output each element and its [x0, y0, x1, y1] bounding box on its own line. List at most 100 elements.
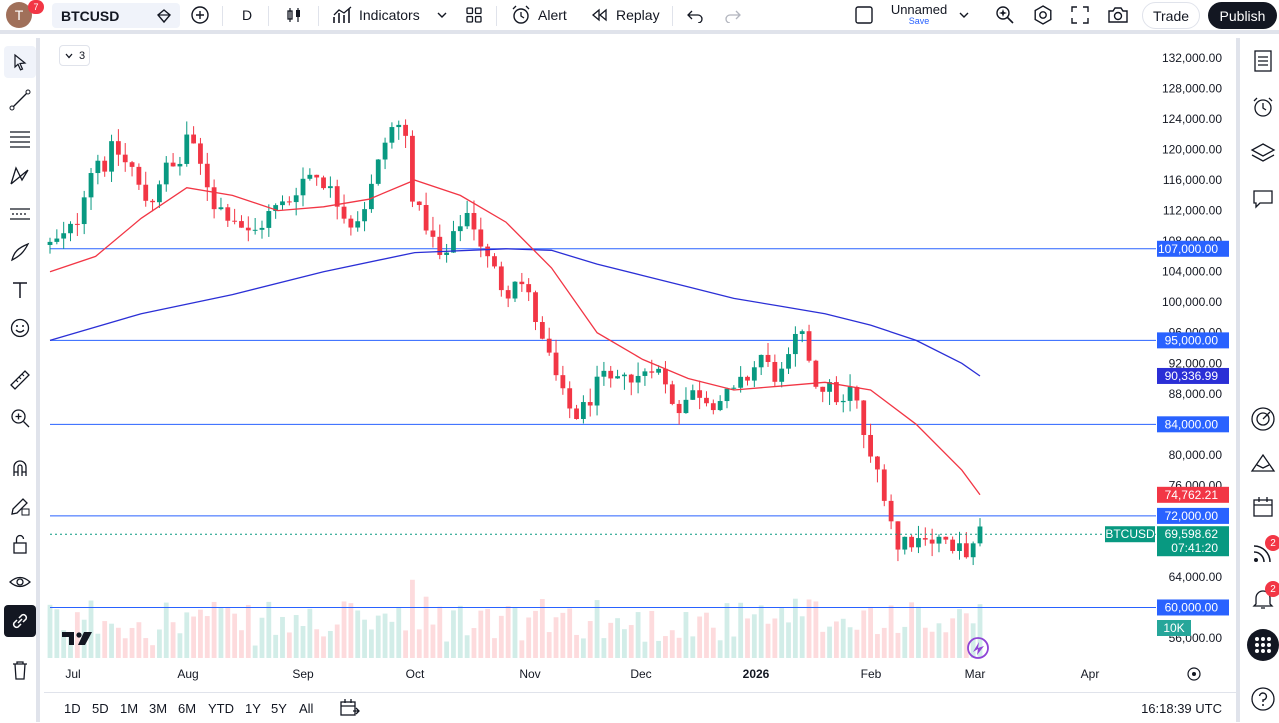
- layout-checkbox[interactable]: [854, 0, 874, 30]
- candle-body: [779, 368, 785, 382]
- volume-bar: [738, 602, 744, 658]
- volume-bar: [895, 632, 901, 658]
- indicators-button[interactable]: Indicators: [332, 0, 420, 30]
- layout-dropdown[interactable]: [958, 0, 970, 30]
- link-tool[interactable]: [4, 605, 36, 637]
- fullscreen-button[interactable]: [1070, 0, 1090, 30]
- brush-tool[interactable]: [4, 236, 36, 268]
- emoji-tool[interactable]: [4, 312, 36, 344]
- measure-tool[interactable]: [4, 364, 36, 396]
- calendar-button[interactable]: [1246, 490, 1279, 524]
- streams-button[interactable]: [1246, 536, 1279, 570]
- candle-body: [68, 223, 73, 234]
- publish-button[interactable]: Publish: [1208, 2, 1277, 29]
- symbol-search-button[interactable]: BTCUSD: [52, 3, 180, 28]
- volume-bar: [977, 604, 983, 658]
- range-button-1y[interactable]: 1Y: [245, 701, 261, 716]
- alerts-panel-button[interactable]: [1246, 90, 1279, 124]
- time-tick-label: Dec: [630, 667, 651, 681]
- watchlist-button[interactable]: [1246, 44, 1279, 78]
- trend-line-tool[interactable]: [4, 84, 36, 116]
- alert-button[interactable]: Alert: [510, 0, 567, 30]
- level-95-label-bg: [1157, 332, 1229, 349]
- object-tree-button[interactable]: [1246, 136, 1279, 170]
- square-icon: [855, 6, 873, 24]
- range-button-5d[interactable]: 5D: [92, 701, 109, 716]
- go-to-date-button[interactable]: [338, 693, 360, 723]
- forecast-tool[interactable]: [4, 198, 36, 230]
- help-button[interactable]: [1246, 682, 1279, 716]
- range-button-all[interactable]: All: [299, 701, 314, 716]
- range-button-1d[interactable]: 1D: [64, 701, 81, 716]
- user-avatar[interactable]: T: [6, 2, 32, 28]
- target-button[interactable]: [1246, 402, 1279, 436]
- ai-spark-icon[interactable]: [967, 637, 989, 659]
- volume-bar: [170, 622, 176, 658]
- time-axis-bg[interactable]: [44, 660, 1236, 690]
- range-button-5y[interactable]: 5Y: [271, 701, 287, 716]
- candle-body: [690, 390, 696, 400]
- text-tool[interactable]: [4, 274, 36, 306]
- cursor-tool[interactable]: [4, 46, 36, 78]
- candle-body: [738, 376, 744, 388]
- settings-button[interactable]: [1032, 0, 1054, 30]
- volume-bar: [622, 629, 627, 658]
- divider: [268, 6, 269, 26]
- price-chart[interactable]: 132,000.00 128,000.00 124,000.00 120,000.00…: [44, 38, 1236, 690]
- bottom-toolbar: 1D 5D 1M 3M 6M YTD 1Y 5Y All 16:18:39 UTC: [44, 692, 1236, 722]
- trade-button[interactable]: Trade: [1142, 2, 1200, 29]
- layouts-button[interactable]: [464, 0, 484, 30]
- lock-drawings-tool[interactable]: [4, 528, 36, 560]
- utc-clock[interactable]: 16:18:39 UTC: [1141, 701, 1222, 716]
- volume-bar: [888, 605, 894, 658]
- layout-save-label: Save: [908, 16, 930, 26]
- magnet-tool[interactable]: [4, 452, 36, 484]
- replay-button[interactable]: Replay: [590, 0, 660, 30]
- interval-button[interactable]: D: [242, 7, 253, 23]
- tradingview-logo-icon[interactable]: [62, 630, 96, 646]
- stay-in-drawing-tool[interactable]: [4, 490, 36, 522]
- time-axis[interactable]: Jul Aug Sep Oct Nov Dec 2026 Feb Mar Apr: [44, 660, 1236, 690]
- remove-drawings-tool[interactable]: [4, 654, 36, 686]
- chart-type-button[interactable]: [284, 0, 304, 30]
- undo-button[interactable]: [686, 0, 704, 30]
- candle-body: [293, 195, 299, 203]
- volume-bar: [321, 636, 326, 658]
- compare-symbol-button[interactable]: [190, 0, 210, 30]
- price-tick-label: 128,000.00: [1162, 82, 1222, 96]
- volume-bar: [567, 608, 573, 658]
- snapshot-button[interactable]: [1106, 0, 1130, 30]
- candle-body: [977, 526, 983, 544]
- redo-button[interactable]: [724, 0, 742, 30]
- candle-body: [396, 124, 402, 128]
- ruler-lines-icon: [10, 208, 30, 220]
- volume-bar: [710, 627, 716, 658]
- zoom-tool[interactable]: [4, 402, 36, 434]
- volume-bar: [656, 640, 662, 658]
- pattern-tool[interactable]: [4, 160, 36, 192]
- volume-bar: [970, 623, 976, 658]
- candle-body: [963, 543, 969, 558]
- time-tick-label: Nov: [519, 667, 540, 681]
- volume-bar: [963, 613, 969, 658]
- chat-button[interactable]: [1246, 182, 1279, 216]
- quick-search-button[interactable]: [994, 0, 1016, 30]
- range-button-3m[interactable]: 3M: [149, 701, 168, 716]
- volume-bar: [362, 619, 367, 658]
- chart-pane[interactable]: 132,000.00 128,000.00 124,000.00 120,000.00…: [44, 38, 1236, 690]
- hide-drawings-tool[interactable]: [4, 566, 36, 598]
- layout-name-button[interactable]: Unnamed Save: [888, 3, 950, 26]
- fib-tool[interactable]: [4, 122, 36, 154]
- volume-bar: [239, 630, 244, 658]
- legend-collapse-button[interactable]: 3: [59, 45, 90, 66]
- range-button-6m[interactable]: 6M: [178, 701, 197, 716]
- volume-bar: [157, 629, 162, 658]
- time-tick-label: 2026: [743, 667, 770, 681]
- products-button[interactable]: [1246, 628, 1279, 662]
- candle-body: [143, 184, 149, 201]
- range-button-ytd[interactable]: YTD: [208, 701, 234, 716]
- ideas-button[interactable]: [1246, 446, 1279, 480]
- auto-scale-button[interactable]: [1187, 667, 1201, 681]
- indicators-dropdown[interactable]: [436, 0, 448, 30]
- range-button-1m[interactable]: 1M: [120, 701, 139, 716]
